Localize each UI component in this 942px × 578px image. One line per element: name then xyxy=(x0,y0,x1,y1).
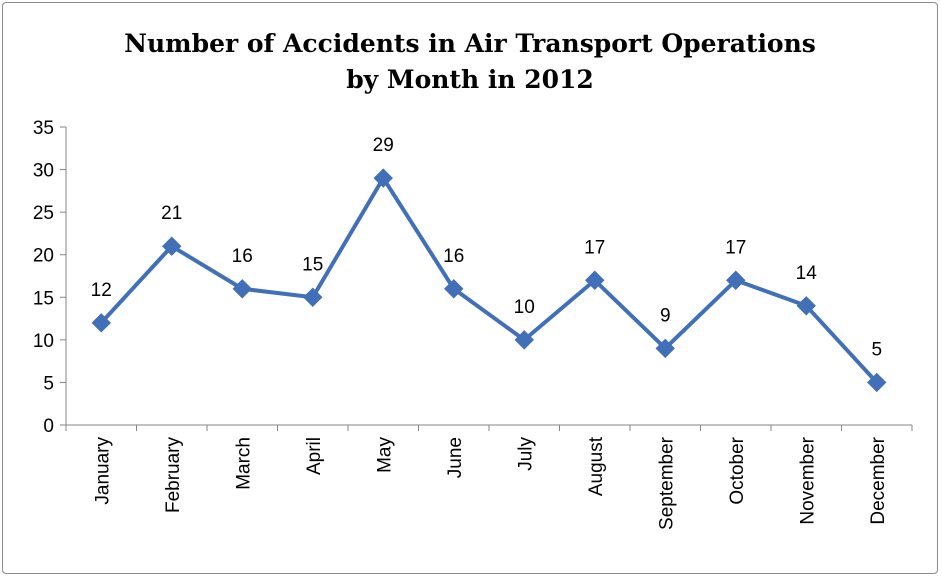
x-tick-label: February xyxy=(163,437,184,514)
x-tick-label: March xyxy=(233,437,254,490)
data-point-marker xyxy=(373,168,393,188)
y-tick-label: 35 xyxy=(33,118,54,139)
data-label: 5 xyxy=(871,339,882,360)
x-tick-label: June xyxy=(445,437,466,478)
data-point-marker xyxy=(796,296,816,316)
data-point-marker xyxy=(444,279,464,299)
x-tick-label: May xyxy=(374,437,395,473)
data-label: 17 xyxy=(725,237,746,258)
y-tick-label: 20 xyxy=(33,246,54,267)
data-label: 14 xyxy=(796,263,818,284)
data-point-marker xyxy=(585,270,605,290)
x-tick-label: October xyxy=(727,436,748,504)
x-tick-label: August xyxy=(586,436,607,496)
data-point-marker xyxy=(303,287,323,307)
chart-title-line-1: Number of Accidents in Air Transport Ope… xyxy=(124,29,816,58)
data-point-marker xyxy=(655,338,675,359)
data-point-marker xyxy=(91,313,111,333)
data-point-marker xyxy=(162,236,182,256)
y-tick-label: 0 xyxy=(43,416,54,437)
data-point-marker xyxy=(232,279,252,299)
x-tick-label: April xyxy=(304,437,325,475)
chart-title-line-2: by Month in 2012 xyxy=(346,65,594,94)
data-label: 12 xyxy=(91,280,112,301)
x-tick-label: September xyxy=(656,436,677,530)
data-point-marker xyxy=(726,270,746,290)
data-label: 9 xyxy=(660,305,671,326)
data-label: 29 xyxy=(373,135,394,156)
y-tick-label: 15 xyxy=(33,288,54,309)
y-tick-label: 25 xyxy=(33,203,54,224)
data-label: 15 xyxy=(302,254,323,275)
x-tick-label: November xyxy=(797,436,818,524)
x-tick-label: July xyxy=(515,437,536,471)
data-label: 21 xyxy=(161,203,182,224)
x-tick-label: January xyxy=(92,437,113,505)
y-tick-label: 5 xyxy=(43,373,54,394)
data-label: 10 xyxy=(514,297,535,318)
y-tick-label: 30 xyxy=(33,161,54,182)
x-tick-label: December xyxy=(868,436,889,524)
data-label: 16 xyxy=(232,246,253,267)
y-tick-label: 10 xyxy=(33,331,54,352)
data-label: 16 xyxy=(443,246,464,267)
data-label: 17 xyxy=(584,237,605,258)
data-point-marker xyxy=(867,372,887,393)
series-line xyxy=(99,176,879,384)
data-point-marker xyxy=(514,330,534,350)
